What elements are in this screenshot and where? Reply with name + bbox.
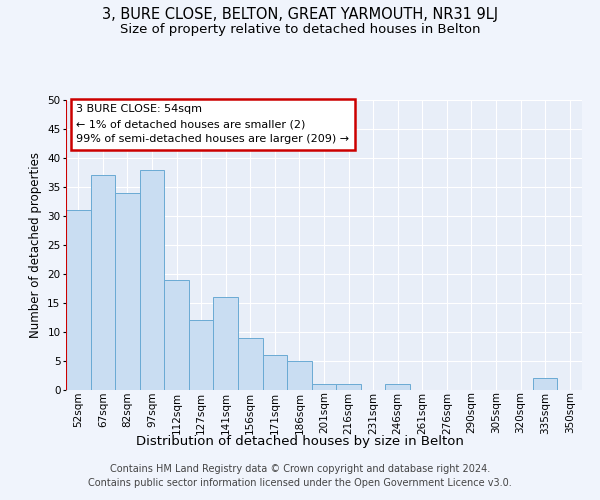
Bar <box>238 338 263 390</box>
Text: 3, BURE CLOSE, BELTON, GREAT YARMOUTH, NR31 9LJ: 3, BURE CLOSE, BELTON, GREAT YARMOUTH, N… <box>102 8 498 22</box>
Text: Size of property relative to detached houses in Belton: Size of property relative to detached ho… <box>120 22 480 36</box>
Bar <box>385 384 410 390</box>
Text: Distribution of detached houses by size in Belton: Distribution of detached houses by size … <box>136 435 464 448</box>
Bar <box>263 355 287 390</box>
Bar <box>66 210 91 390</box>
Text: Contains HM Land Registry data © Crown copyright and database right 2024.
Contai: Contains HM Land Registry data © Crown c… <box>88 464 512 487</box>
Y-axis label: Number of detached properties: Number of detached properties <box>29 152 41 338</box>
Bar <box>189 320 214 390</box>
Text: 3 BURE CLOSE: 54sqm
← 1% of detached houses are smaller (2)
99% of semi-detached: 3 BURE CLOSE: 54sqm ← 1% of detached hou… <box>76 104 349 144</box>
Bar <box>115 193 140 390</box>
Bar <box>533 378 557 390</box>
Bar <box>164 280 189 390</box>
Bar <box>140 170 164 390</box>
Bar <box>336 384 361 390</box>
Bar <box>214 297 238 390</box>
Bar <box>91 176 115 390</box>
Bar <box>312 384 336 390</box>
Bar <box>287 361 312 390</box>
